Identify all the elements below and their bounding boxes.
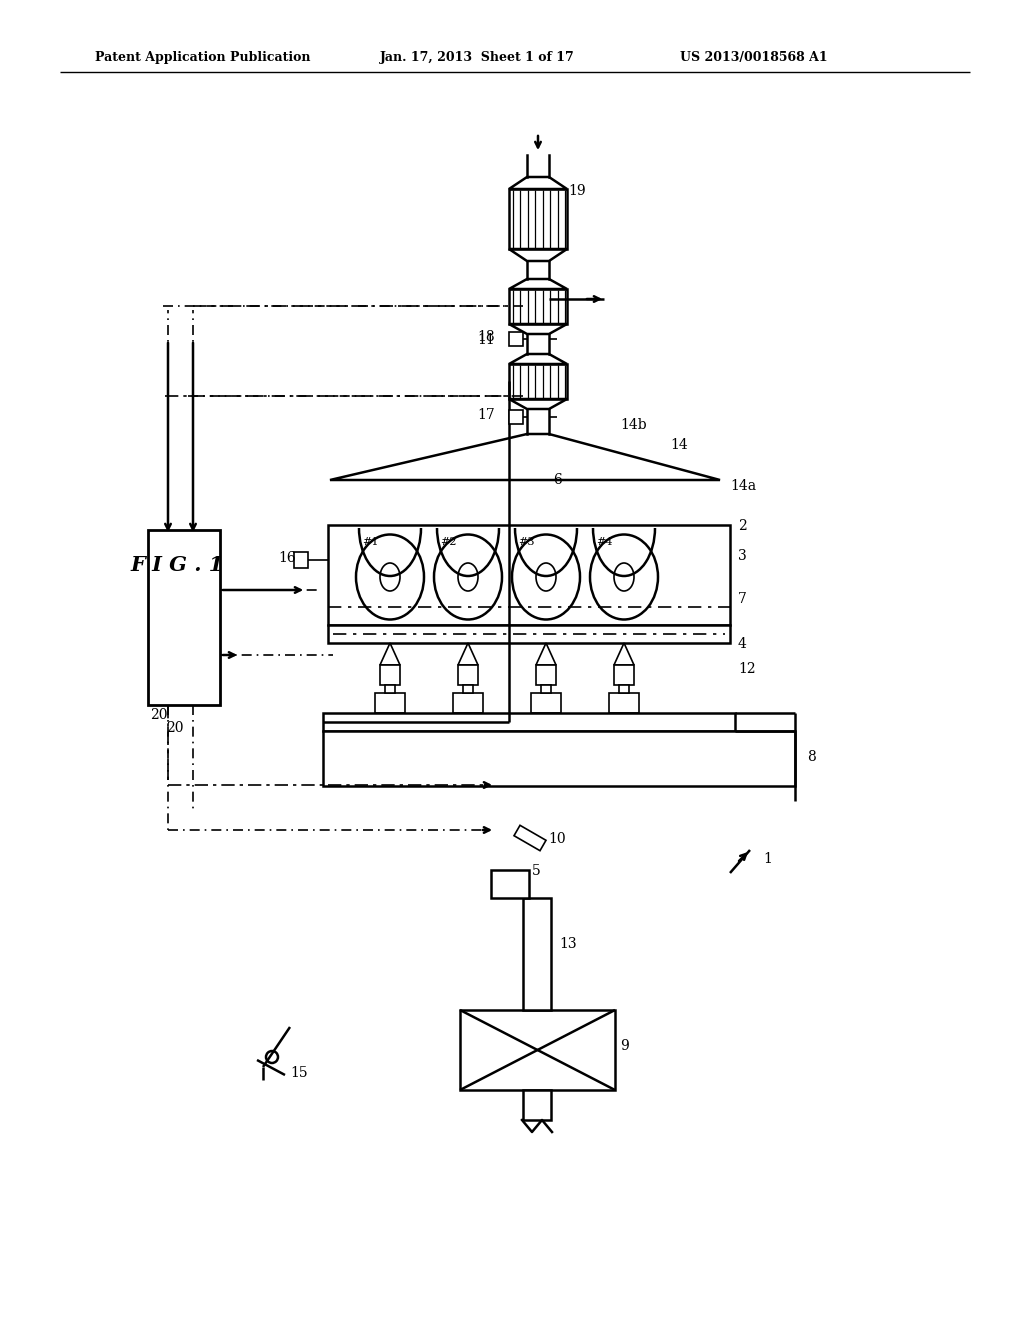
Text: 1: 1 xyxy=(763,851,772,866)
Bar xyxy=(536,665,556,685)
Bar xyxy=(509,289,567,323)
Text: 18: 18 xyxy=(477,330,495,345)
Bar xyxy=(380,665,400,685)
Bar xyxy=(541,685,551,693)
Text: 20: 20 xyxy=(166,721,183,735)
Bar xyxy=(509,411,523,424)
Bar xyxy=(328,525,730,624)
Bar xyxy=(614,665,634,685)
Text: 2: 2 xyxy=(738,519,746,533)
Text: 8: 8 xyxy=(807,750,816,764)
Bar xyxy=(490,870,529,898)
Text: 14: 14 xyxy=(670,438,688,451)
Bar xyxy=(523,1090,551,1119)
Text: #4: #4 xyxy=(596,537,612,546)
Bar xyxy=(609,693,639,713)
Bar xyxy=(323,713,735,731)
Text: US 2013/0018568 A1: US 2013/0018568 A1 xyxy=(680,50,827,63)
Text: #2: #2 xyxy=(440,537,457,546)
Text: 20: 20 xyxy=(150,708,168,722)
Bar xyxy=(460,1010,615,1090)
Text: Patent Application Publication: Patent Application Publication xyxy=(95,50,310,63)
Text: 17: 17 xyxy=(477,408,495,422)
Bar xyxy=(509,333,523,346)
Bar xyxy=(385,685,395,693)
Text: 16: 16 xyxy=(278,550,296,565)
Bar xyxy=(618,685,629,693)
Text: 13: 13 xyxy=(559,937,577,950)
Text: #1: #1 xyxy=(362,537,379,546)
Text: 14a: 14a xyxy=(730,479,756,492)
Text: 5: 5 xyxy=(532,865,541,878)
Bar xyxy=(531,693,561,713)
Bar xyxy=(458,665,478,685)
Text: 11: 11 xyxy=(477,333,495,347)
Text: 9: 9 xyxy=(620,1039,629,1053)
Bar xyxy=(509,189,567,249)
Bar xyxy=(148,531,220,705)
Text: 12: 12 xyxy=(738,663,756,676)
Text: 14b: 14b xyxy=(620,418,646,432)
Text: 7: 7 xyxy=(738,591,746,606)
Text: 4: 4 xyxy=(738,638,746,651)
Text: F I G . 1: F I G . 1 xyxy=(130,554,223,576)
Text: 6: 6 xyxy=(553,473,562,487)
Bar xyxy=(323,731,795,785)
Bar xyxy=(328,624,730,643)
Bar xyxy=(294,552,308,568)
Text: 15: 15 xyxy=(290,1067,307,1080)
Bar xyxy=(375,693,406,713)
Text: 10: 10 xyxy=(548,832,565,846)
Text: 19: 19 xyxy=(568,183,586,198)
Text: #3: #3 xyxy=(518,537,535,546)
Text: Jan. 17, 2013  Sheet 1 of 17: Jan. 17, 2013 Sheet 1 of 17 xyxy=(380,50,574,63)
Bar xyxy=(463,685,473,693)
Bar xyxy=(509,364,567,399)
Bar xyxy=(453,693,483,713)
Text: 3: 3 xyxy=(738,549,746,564)
Bar xyxy=(523,898,551,1010)
